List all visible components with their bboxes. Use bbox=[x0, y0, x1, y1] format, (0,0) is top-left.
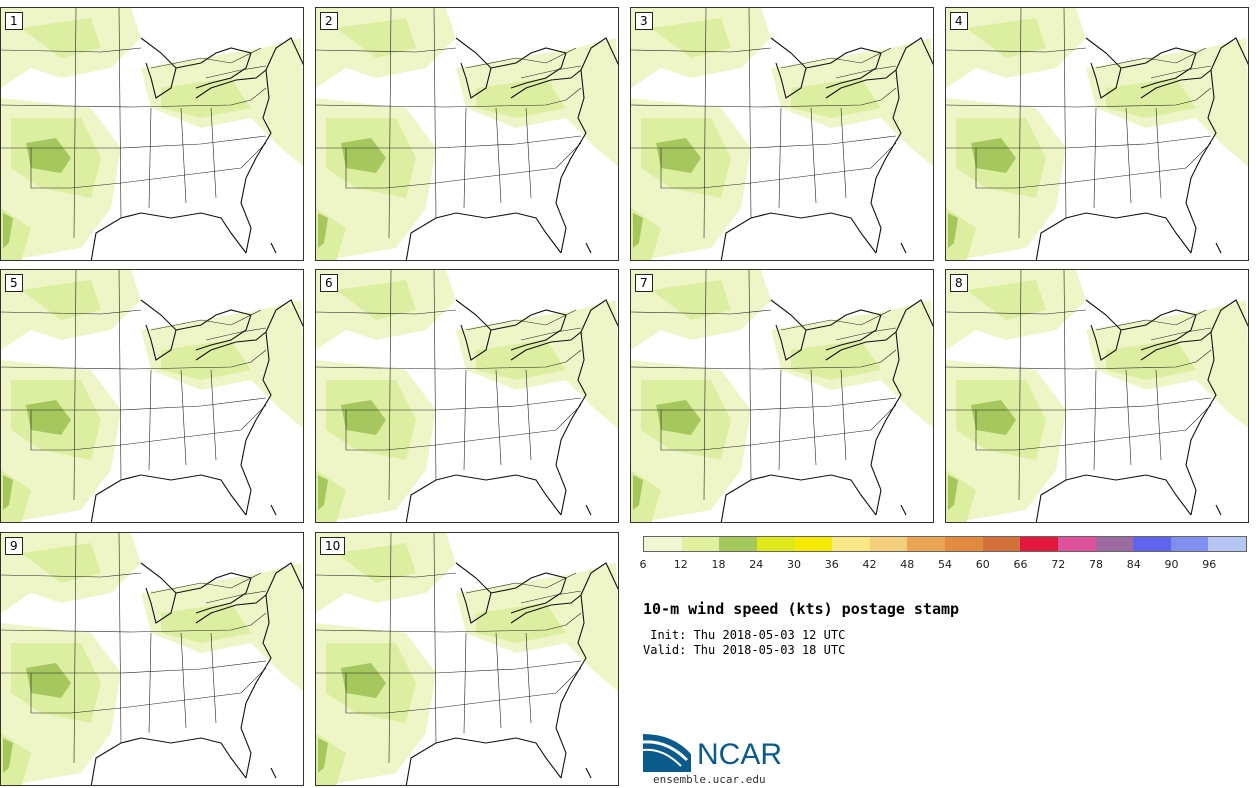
colorbar-segment bbox=[982, 537, 1021, 551]
colorbar-tick-label: 6 bbox=[639, 558, 647, 571]
colorbar-segment bbox=[794, 537, 833, 551]
map-image bbox=[1, 270, 303, 522]
colorbar-tick-label: 60 bbox=[975, 558, 990, 571]
colorbar-tick-label: 90 bbox=[1164, 558, 1179, 571]
map-panel-9: 9 bbox=[0, 532, 304, 786]
map-panel-4: 4 bbox=[945, 7, 1249, 261]
panel-number-label: 6 bbox=[320, 274, 338, 292]
init-time: Init: Thu 2018-05-03 12 UTC bbox=[643, 628, 846, 642]
colorbar-segment bbox=[681, 537, 720, 551]
map-image bbox=[1, 533, 303, 785]
colorbar-tick-label: 96 bbox=[1202, 558, 1217, 571]
map-panel-3: 3 bbox=[630, 7, 934, 261]
colorbar-segment bbox=[907, 537, 945, 551]
panel-number-label: 3 bbox=[635, 12, 653, 30]
colorbar-tick-label: 48 bbox=[900, 558, 915, 571]
colorbar-segment bbox=[1133, 537, 1171, 551]
colorbar-segment bbox=[945, 537, 983, 551]
panel-number-label: 1 bbox=[5, 12, 23, 30]
map-panel-5: 5 bbox=[0, 269, 304, 523]
map-image bbox=[631, 270, 933, 522]
valid-time: Valid: Thu 2018-05-03 18 UTC bbox=[643, 643, 846, 657]
colorbar-segment bbox=[1170, 537, 1209, 551]
colorbar-segment bbox=[719, 537, 757, 551]
colorbar-tick-label: 84 bbox=[1126, 558, 1141, 571]
ncar-logo-icon bbox=[643, 734, 691, 772]
map-panel-6: 6 bbox=[315, 269, 619, 523]
panel-number-label: 9 bbox=[5, 537, 23, 555]
colorbar-segment bbox=[869, 537, 908, 551]
colorbar-segment bbox=[644, 537, 682, 551]
colorbar-segment bbox=[1095, 537, 1134, 551]
colorbar-segment bbox=[1208, 537, 1246, 551]
map-image bbox=[1, 8, 303, 260]
panel-number-label: 5 bbox=[5, 274, 23, 292]
colorbar-segment bbox=[756, 537, 795, 551]
colorbar-tick-label: 42 bbox=[862, 558, 877, 571]
colorbar-tick-label: 54 bbox=[938, 558, 952, 571]
panel-number-label: 7 bbox=[635, 274, 653, 292]
colorbar bbox=[643, 536, 1247, 552]
colorbar-tick-label: 12 bbox=[673, 558, 688, 571]
colorbar-segment bbox=[1020, 537, 1058, 551]
colorbar-tick-label: 36 bbox=[824, 558, 839, 571]
map-panel-10: 10 bbox=[315, 532, 619, 786]
colorbar-tick-label: 66 bbox=[1013, 558, 1028, 571]
colorbar-segment bbox=[832, 537, 870, 551]
colorbar-segment bbox=[1057, 537, 1096, 551]
panel-number-label: 4 bbox=[950, 12, 968, 30]
panel-number-label: 2 bbox=[320, 12, 338, 30]
logo-url: ensemble.ucar.edu bbox=[653, 773, 766, 786]
panel-number-label: 10 bbox=[320, 537, 346, 555]
colorbar-tick-label: 18 bbox=[711, 558, 726, 571]
panel-number-label: 8 bbox=[950, 274, 968, 292]
colorbar-tick-label: 30 bbox=[787, 558, 801, 571]
map-image bbox=[946, 270, 1248, 522]
map-image bbox=[316, 8, 618, 260]
map-panel-2: 2 bbox=[315, 7, 619, 261]
map-image bbox=[316, 270, 618, 522]
colorbar-tick-label: 72 bbox=[1051, 558, 1066, 571]
map-panel-1: 1 bbox=[0, 7, 304, 261]
map-image bbox=[631, 8, 933, 260]
logo-wordmark: NCAR bbox=[697, 738, 783, 771]
map-panel-8: 8 bbox=[945, 269, 1249, 523]
map-image bbox=[946, 8, 1248, 260]
colorbar-tick-label: 78 bbox=[1089, 558, 1103, 571]
map-image bbox=[316, 533, 618, 785]
colorbar-tick-label: 24 bbox=[749, 558, 764, 571]
figure-title: 10-m wind speed (kts) postage stamp bbox=[643, 600, 960, 618]
map-panel-7: 7 bbox=[630, 269, 934, 523]
